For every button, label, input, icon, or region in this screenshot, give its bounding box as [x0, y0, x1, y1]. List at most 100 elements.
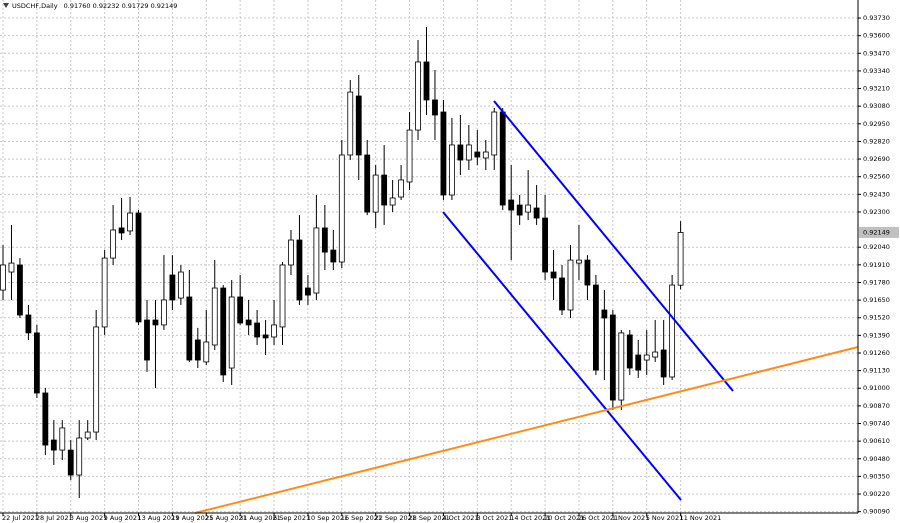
- y-tick-label: 0.91390: [863, 331, 890, 339]
- y-tick-label: 0.90610: [863, 437, 890, 445]
- candle-body: [432, 99, 438, 116]
- candle-body: [593, 284, 599, 371]
- x-tick-label: 5 Nov 2021: [646, 514, 684, 522]
- candle-body: [101, 257, 108, 328]
- candle-body: [550, 271, 557, 279]
- y-tick-label: 0.93340: [863, 67, 890, 75]
- candle-body: [423, 61, 430, 101]
- candle-body: [398, 179, 404, 198]
- candle-body: [50, 439, 57, 451]
- candle-body: [118, 227, 125, 234]
- channel-upper-line: [493, 100, 734, 392]
- candle-body: [576, 259, 582, 264]
- candle-body: [482, 151, 489, 159]
- y-tick-label: 0.93080: [863, 102, 890, 110]
- x-tick-label: 13 Aug 2021: [138, 514, 180, 522]
- y-tick-label: 0.92300: [863, 208, 890, 216]
- candle-body: [59, 427, 66, 451]
- axes: 0.93730 0.93600 0.93470 0.93340 0.93210 0.930…: [2, 14, 899, 522]
- candle-body: [135, 212, 142, 323]
- y-tick-label: 0.92560: [863, 173, 890, 181]
- candle-body: [271, 324, 277, 338]
- candle-body: [449, 144, 455, 196]
- candle-body: [406, 129, 413, 183]
- candle-body: [279, 264, 286, 328]
- candle-body: [169, 274, 176, 301]
- x-tick-label: 11 Nov 2021: [680, 514, 722, 522]
- y-tick-label: 0.93210: [863, 85, 890, 93]
- candle-body: [177, 271, 184, 299]
- candle-body: [465, 144, 472, 161]
- x-tick-label: 14 Oct 2021: [510, 514, 550, 522]
- candle-body: [17, 264, 23, 316]
- candle-body: [567, 259, 574, 311]
- close-label: 0.92149: [151, 2, 178, 10]
- candle-body: [76, 437, 83, 476]
- y-tick-label: 0.91130: [863, 367, 890, 375]
- candle-body: [203, 341, 210, 363]
- y-tick-label: 0.91910: [863, 261, 890, 269]
- candle-body: [194, 339, 201, 361]
- x-tick-label: 28 Jul 2021: [36, 514, 73, 522]
- high-label: 0.92232: [93, 2, 120, 10]
- x-tick-label: 25 Aug 2021: [205, 514, 247, 522]
- candle-body: [127, 212, 133, 232]
- candle-body: [508, 199, 515, 211]
- y-tick-label: 0.90090: [863, 508, 890, 516]
- y-tick-label: 0.93730: [863, 14, 890, 22]
- candle-body: [364, 154, 371, 213]
- candle-body: [533, 207, 540, 219]
- channel-lower-line: [442, 211, 682, 501]
- y-tick-label: 0.91260: [863, 349, 890, 357]
- y-tick-label: 0.91780: [863, 278, 890, 286]
- candle-body: [288, 239, 294, 266]
- candle-body: [296, 239, 303, 301]
- candle-body: [254, 322, 261, 338]
- x-tick-label: 28 Sep 2021: [409, 514, 450, 522]
- candle-body: [643, 354, 650, 361]
- x-tick-label: 31 Aug 2021: [239, 514, 281, 522]
- candle-body: [237, 296, 244, 324]
- candle-body: [542, 217, 548, 273]
- y-tick-label: 0.91520: [863, 314, 890, 322]
- x-tick-label: 22 Sep 2021: [375, 514, 416, 522]
- candle-body: [559, 277, 565, 311]
- x-tick-label: 3 Aug 2021: [70, 514, 108, 522]
- y-tick-label: 0.90350: [863, 472, 890, 480]
- x-tick-label: 1 Nov 2021: [612, 514, 650, 522]
- last-price-box: [859, 226, 899, 238]
- symbol-icon: [3, 3, 9, 8]
- candle-body: [635, 354, 642, 371]
- candle-body: [601, 309, 608, 319]
- candle-body: [245, 319, 252, 326]
- candle-body: [220, 287, 227, 376]
- x-tick-label: 8 Oct 2021: [476, 514, 512, 522]
- candle-body: [499, 111, 506, 206]
- candle-body: [491, 111, 498, 156]
- low-label: 0.91729: [122, 2, 149, 10]
- candle-body: [652, 351, 659, 358]
- y-tick-label: 0.92430: [863, 190, 890, 198]
- candle-body: [8, 262, 15, 273]
- y-tick-label: 0.93600: [863, 32, 890, 40]
- x-tick-label: 9 Aug 2021: [104, 514, 142, 522]
- candles: [0, 26, 684, 499]
- candle-body: [313, 227, 320, 294]
- candle-body: [626, 334, 633, 369]
- x-tick-label: 4 Oct 2021: [442, 514, 478, 522]
- candle-body: [389, 197, 396, 206]
- candle-body: [144, 319, 150, 361]
- candle-body: [338, 154, 345, 263]
- open-label: 0.91760: [64, 2, 91, 10]
- y-tick-label: 0.90480: [863, 455, 890, 463]
- candle-body: [110, 229, 117, 259]
- candle-body: [457, 144, 464, 161]
- candle-body: [609, 314, 616, 401]
- x-tick-label: 16 Sep 2021: [341, 514, 382, 522]
- y-tick-label: 0.93470: [863, 49, 890, 57]
- y-tick-label: 0.92820: [863, 137, 890, 145]
- candle-body: [347, 91, 354, 156]
- x-tick-label: 26 Oct 2021: [578, 514, 618, 522]
- candle-body: [161, 299, 167, 326]
